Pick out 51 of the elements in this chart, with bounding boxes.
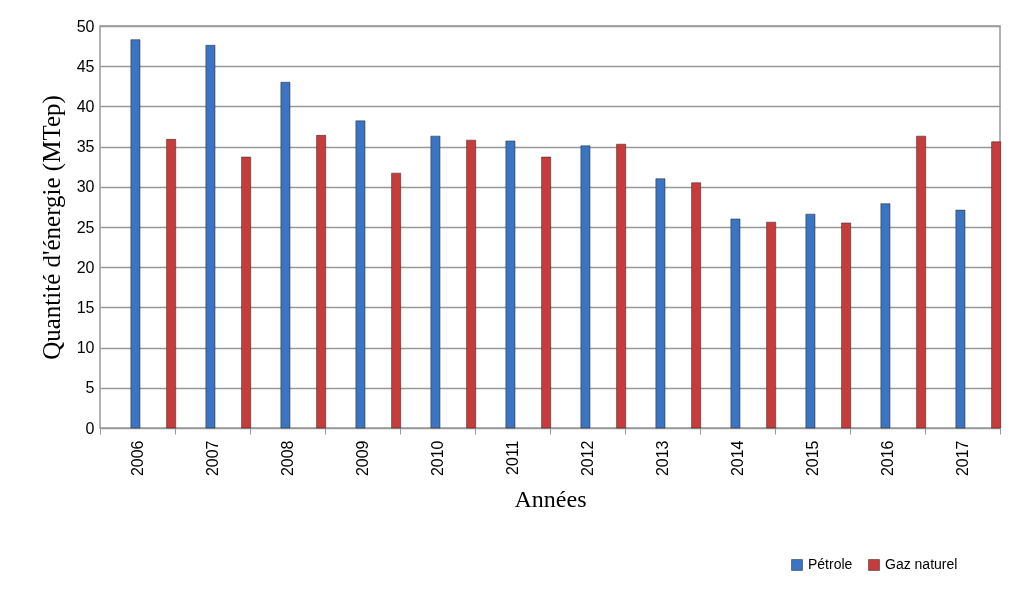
- bar: [916, 135, 926, 429]
- x-tick-label: 2006: [129, 440, 146, 477]
- bar: [841, 222, 851, 429]
- y-tick-label: 30: [76, 178, 95, 196]
- x-tick-label: 2007: [204, 440, 221, 477]
- x-tick-label: 2010: [429, 440, 446, 477]
- bar: [766, 221, 776, 429]
- x-tick-label: 2009: [354, 440, 371, 477]
- bar: [616, 143, 626, 429]
- y-axis-title: Quantité d'énergie (MTep): [37, 95, 66, 360]
- x-tick-label: 2012: [579, 440, 596, 477]
- y-tick-label: 0: [85, 419, 95, 437]
- y-tick-label: 40: [76, 97, 95, 115]
- bar: [391, 172, 401, 429]
- bar: [430, 135, 441, 429]
- bar: [241, 156, 251, 429]
- x-axis-title: Années: [514, 486, 587, 513]
- bar: [355, 120, 366, 429]
- bar: [805, 213, 816, 429]
- bar: [880, 203, 891, 429]
- bar: [730, 218, 741, 429]
- y-tick-label: 10: [76, 339, 95, 357]
- legend-label: Gaz naturel: [885, 556, 958, 572]
- bar: [541, 156, 551, 429]
- x-tick-label: 2017: [954, 440, 971, 477]
- y-tick-label: 35: [76, 138, 95, 156]
- x-tick-label: 2013: [654, 440, 671, 477]
- x-tick-label: 2015: [804, 440, 821, 477]
- bar: [466, 139, 476, 429]
- bar: [166, 139, 176, 429]
- x-tick-label: 2008: [279, 440, 296, 477]
- bar: [316, 135, 326, 429]
- x-tick-label: 2016: [879, 440, 896, 477]
- y-tick-label: 20: [76, 258, 95, 276]
- bar: [691, 182, 701, 429]
- legend-label: Pétrole: [808, 556, 853, 572]
- bar: [955, 209, 966, 429]
- x-tick-label: 2014: [729, 440, 746, 477]
- y-tick-label: 15: [76, 298, 95, 316]
- bar: [205, 45, 216, 429]
- bar: [130, 39, 141, 429]
- bar: [280, 82, 291, 429]
- y-tick-label: 25: [76, 218, 95, 236]
- bar: [505, 140, 516, 429]
- bar: [655, 178, 666, 429]
- bar: [580, 145, 591, 429]
- y-tick-label: 50: [76, 17, 95, 35]
- y-tick-label: 45: [76, 57, 95, 75]
- y-tick-label: 5: [85, 379, 95, 397]
- x-tick-label: 2011: [504, 440, 521, 475]
- bar: [991, 141, 1001, 429]
